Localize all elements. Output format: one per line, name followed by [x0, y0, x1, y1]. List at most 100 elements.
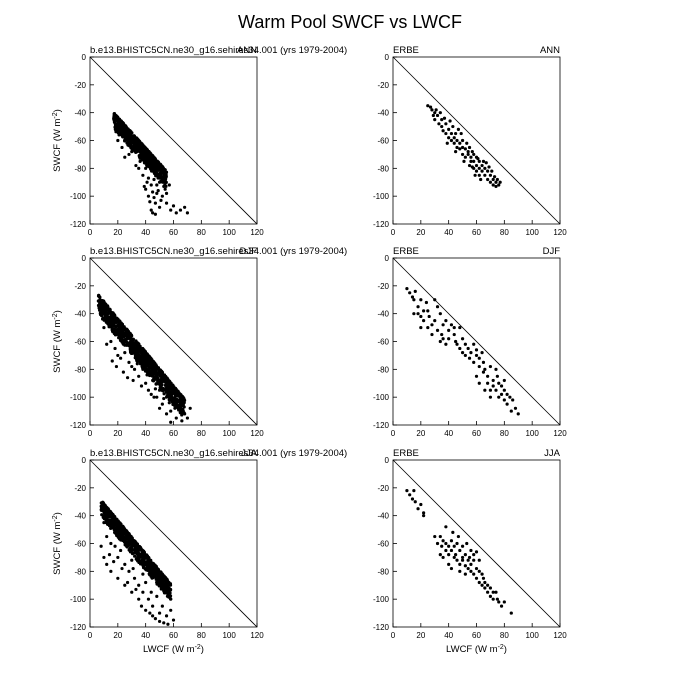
- data-point: [405, 287, 409, 291]
- data-point: [171, 618, 176, 622]
- data-point: [149, 163, 153, 167]
- data-point: [477, 356, 481, 360]
- data-point: [509, 409, 513, 413]
- data-point: [159, 378, 163, 382]
- data-point: [131, 378, 135, 383]
- data-point: [449, 539, 454, 543]
- data-point: [162, 589, 166, 593]
- data-point: [455, 558, 459, 562]
- data-point: [144, 352, 149, 357]
- data-point: [469, 155, 473, 159]
- data-point: [422, 511, 426, 515]
- data-point: [460, 555, 465, 560]
- data-point: [146, 568, 150, 573]
- data-point: [494, 180, 498, 184]
- data-point: [156, 582, 160, 586]
- data-point: [153, 375, 157, 380]
- data-point: [164, 170, 169, 174]
- x-tick-label: 20: [416, 228, 425, 237]
- data-point: [166, 589, 170, 593]
- data-point: [157, 611, 162, 615]
- panel-right-label: DJF: [543, 246, 561, 257]
- data-point: [124, 133, 128, 137]
- panel-right-label: JJA: [241, 448, 258, 459]
- data-point: [120, 133, 124, 138]
- data-point: [438, 312, 442, 316]
- data-point: [465, 141, 469, 145]
- data-point: [125, 580, 130, 585]
- data-point: [490, 169, 494, 173]
- data-point: [460, 138, 465, 143]
- data-point: [141, 346, 145, 351]
- data-point: [162, 584, 166, 589]
- data-point: [458, 548, 462, 553]
- data-point: [122, 539, 126, 544]
- data-point: [427, 314, 431, 319]
- data-point: [144, 158, 149, 162]
- data-point: [456, 127, 461, 131]
- data-point: [115, 526, 120, 530]
- data-point: [138, 357, 142, 361]
- data-point: [130, 558, 134, 562]
- data-point: [502, 398, 506, 402]
- data-point: [115, 320, 119, 324]
- data-point: [426, 104, 430, 108]
- y-tick-label: -120: [373, 421, 390, 430]
- y-tick-label: -40: [377, 512, 389, 521]
- data-point: [151, 378, 155, 383]
- data-point: [168, 389, 172, 393]
- data-point: [133, 141, 137, 146]
- data-point: [486, 583, 490, 587]
- data-point: [488, 364, 493, 369]
- data-point: [167, 401, 171, 405]
- data-point: [132, 134, 137, 138]
- data-point: [455, 145, 459, 150]
- data-point: [148, 200, 152, 204]
- data-point: [102, 309, 106, 313]
- data-point: [486, 590, 490, 594]
- data-point: [152, 170, 156, 174]
- y-tick-label: -20: [74, 282, 86, 291]
- data-point: [164, 395, 169, 399]
- data-point: [132, 367, 137, 371]
- data-point: [162, 184, 166, 189]
- x-tick-label: 0: [391, 631, 396, 640]
- data-point: [477, 166, 481, 170]
- data-point: [447, 553, 451, 557]
- data-point: [119, 534, 124, 538]
- data-point: [130, 552, 135, 556]
- data-point: [109, 526, 113, 531]
- data-point: [408, 291, 412, 295]
- data-point: [458, 147, 462, 151]
- data-point: [161, 389, 165, 393]
- data-point: [129, 130, 133, 134]
- data-point: [120, 566, 124, 571]
- data-point: [488, 395, 493, 399]
- data-point: [135, 542, 139, 546]
- data-point: [494, 388, 498, 392]
- data-point: [127, 360, 131, 364]
- data-point: [113, 544, 117, 548]
- data-point: [483, 586, 487, 590]
- data-point: [477, 580, 481, 585]
- data-point: [442, 116, 447, 120]
- data-point: [149, 566, 154, 570]
- data-point: [149, 392, 153, 396]
- data-point: [474, 566, 479, 571]
- data-point: [160, 580, 164, 584]
- data-point: [183, 412, 187, 416]
- y-tick-label: 0: [82, 53, 87, 62]
- data-point: [412, 312, 416, 316]
- data-point: [488, 594, 493, 598]
- data-point: [451, 124, 455, 129]
- data-point: [137, 374, 141, 378]
- data-point: [105, 306, 109, 311]
- data-point: [452, 332, 456, 337]
- data-point: [444, 122, 448, 126]
- data-point: [104, 320, 108, 324]
- data-point: [156, 176, 160, 180]
- data-point: [499, 384, 504, 388]
- data-point: [488, 173, 493, 177]
- data-point: [472, 152, 476, 157]
- data-point: [110, 522, 115, 526]
